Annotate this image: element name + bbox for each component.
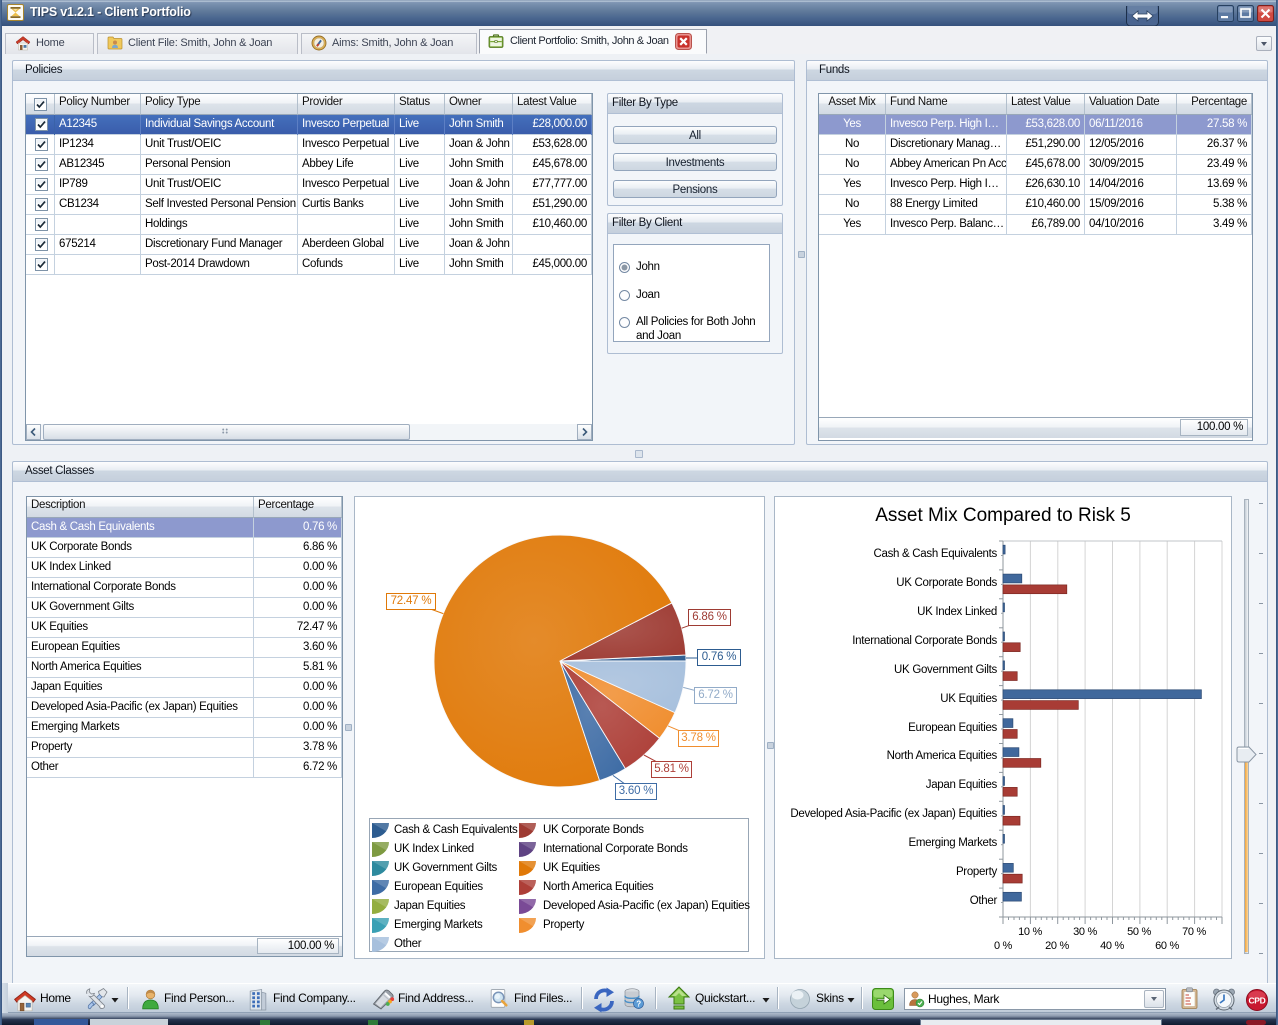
svg-text:?: ? — [636, 1000, 641, 1009]
svg-text:CPD: CPD — [1248, 996, 1265, 1006]
